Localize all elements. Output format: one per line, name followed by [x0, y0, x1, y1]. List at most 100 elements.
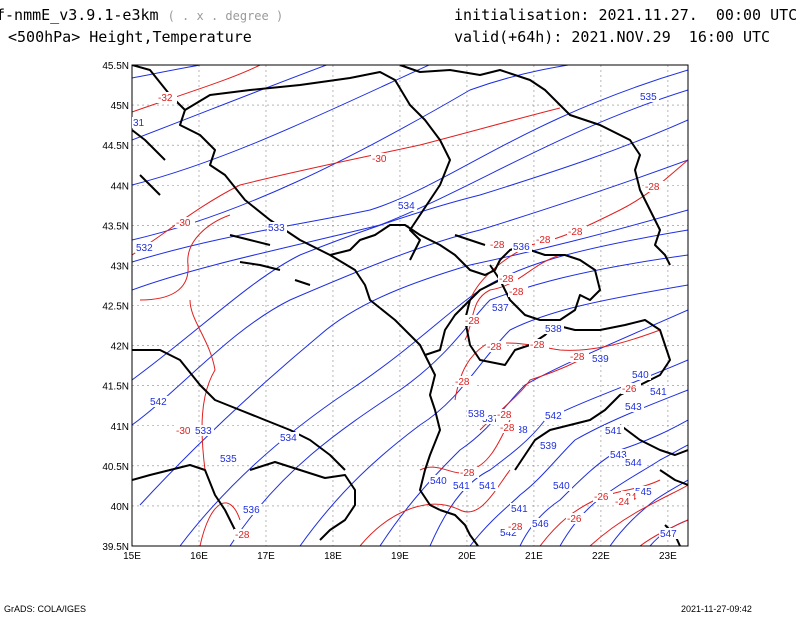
temperature-contour-label: -28	[500, 423, 515, 434]
country-borders	[132, 65, 688, 546]
lat-tick-label: 45.5N	[102, 61, 129, 72]
init-line: initialisation: 2021.11.27. 00:00 UTC	[454, 6, 797, 24]
temp-label-bg	[614, 496, 634, 507]
lon-tick-label: 18E	[324, 551, 342, 562]
lon-tick-label: 17E	[257, 551, 275, 562]
temperature-contour-label: -26	[594, 492, 609, 503]
temperature-contour-label: -28	[570, 352, 585, 363]
height-contour-label: 532	[136, 243, 153, 254]
temp-label-bg	[644, 181, 664, 192]
temperature-contour-label: -28	[487, 342, 502, 353]
height-contour-label: 547	[660, 529, 677, 540]
valid-value: 2021.NOV.29 16:00 UTC	[571, 28, 771, 46]
temp-label-bg	[507, 521, 527, 532]
temperature-contour-label: -28	[499, 274, 514, 285]
model-title: f-nmmE_v3.9.1-e3km ( . x . degree )	[0, 6, 283, 24]
height-label-bg	[194, 425, 214, 436]
height-label-bg	[510, 424, 530, 435]
temperature-contour-label: -28	[508, 522, 523, 533]
temp-label-bg	[157, 92, 177, 103]
height-contour-label: 535	[640, 92, 657, 103]
height-contour-label: 31	[133, 118, 145, 129]
temperature-contour-label: -28	[497, 410, 512, 421]
coords-note: ( . x . degree )	[167, 9, 284, 23]
height-label-bg	[452, 480, 472, 491]
height-label-bg	[552, 480, 572, 491]
height-contour-label: 538	[545, 324, 562, 335]
temp-label-bg	[499, 422, 519, 433]
height-label-bg	[397, 200, 417, 211]
height-label-bg	[135, 242, 155, 253]
temperature-contour-label: -26	[567, 514, 582, 525]
temp-label-bg	[569, 351, 589, 362]
height-contour-label: 540	[430, 476, 447, 487]
height-contour-label: 544	[625, 458, 642, 469]
height-contour-label: 540	[632, 370, 649, 381]
height-label-bg	[544, 323, 564, 334]
init-value: 2021.11.27. 00:00 UTC	[598, 6, 798, 24]
temperature-contour-label: -28	[509, 287, 524, 298]
lat-tick-label: 44N	[111, 181, 129, 192]
temp-label-bg	[371, 153, 391, 164]
lat-tick-label: 39.5N	[102, 542, 129, 553]
height-label-bg	[491, 302, 511, 313]
valid-line: valid(+64h): 2021.NOV.29 16:00 UTC	[454, 28, 770, 46]
height-label-bg	[634, 486, 654, 497]
temperature-contour-label: -32	[158, 93, 173, 104]
valid-label: valid(+64h):	[454, 28, 563, 46]
longitude-tick-labels: 15E 16E 17E 18E 19E 20E 21E 22E 23E	[123, 551, 677, 562]
height-contour-label: 541	[605, 426, 622, 437]
model-name: f-nmmE_v3.9.1-e3km	[0, 6, 159, 24]
height-contour-label: 543	[625, 402, 642, 413]
height-contour-label: 542	[545, 411, 562, 422]
height-label-bg	[649, 386, 669, 397]
footer-credit: GrADS: COLA/IGES	[4, 604, 87, 614]
lon-tick-label: 19E	[391, 551, 409, 562]
lat-tick-label: 41N	[111, 422, 129, 433]
height-label-bg	[604, 425, 624, 436]
temp-label-bg	[454, 376, 474, 387]
temperature-contour-label: -26	[622, 384, 637, 395]
height-contour-label: 542	[500, 528, 517, 539]
height-contour-label: 545	[635, 487, 652, 498]
height-label-bg	[219, 453, 239, 464]
height-contour-label: 541	[479, 481, 496, 492]
temperature-contour-label: -28	[490, 240, 505, 251]
temp-label-bg	[489, 239, 509, 250]
height-contour-label: 541	[650, 387, 667, 398]
height-label-bg	[481, 413, 501, 424]
temp-label-bg	[567, 226, 587, 237]
height-label-bg	[242, 504, 262, 515]
height-label-bg	[132, 117, 146, 128]
lon-tick-label: 23E	[659, 551, 677, 562]
height-contour-label: 533	[268, 223, 285, 234]
temp-label-bg	[486, 341, 506, 352]
temp-label-bg	[621, 383, 641, 394]
height-label-bg	[149, 396, 169, 407]
lat-tick-label: 42N	[111, 342, 129, 353]
height-contour-label: 537	[482, 414, 499, 425]
temp-label-bg	[234, 529, 254, 540]
lat-tick-label: 43N	[111, 261, 129, 272]
temp-label-bg	[535, 234, 555, 245]
height-contour-label: 535	[220, 454, 237, 465]
height-label-bg	[609, 449, 629, 460]
temp-label-bg	[175, 217, 195, 228]
temperature-contour-label: -30	[372, 154, 387, 165]
height-label-bg	[591, 353, 611, 364]
height-contour-label: 542	[150, 397, 167, 408]
height-contour-label: 536	[243, 505, 260, 516]
temperature-contour-label: -28	[536, 235, 551, 246]
height-contours	[132, 65, 688, 546]
temperature-contour-labels: -32 -30 -30 -28 -28 -28 -28 -28 -28 -28 -28 -28 -28 -…	[157, 92, 664, 541]
latitude-tick-labels: 45.5N 45N 44.5N 44N 43.5N 43N 42.5N 42N 41.5N 41N…	[102, 61, 129, 553]
lat-tick-label: 43.5N	[102, 221, 129, 232]
lon-tick-label: 20E	[458, 551, 476, 562]
height-contour-label: 534	[398, 201, 415, 212]
height-contour-label: 541	[511, 504, 528, 515]
temperature-contour-label: -24	[615, 497, 630, 508]
height-contour-label: 536	[513, 242, 530, 253]
temp-label-bg	[498, 273, 518, 284]
height-contour-label: 546	[532, 519, 549, 530]
